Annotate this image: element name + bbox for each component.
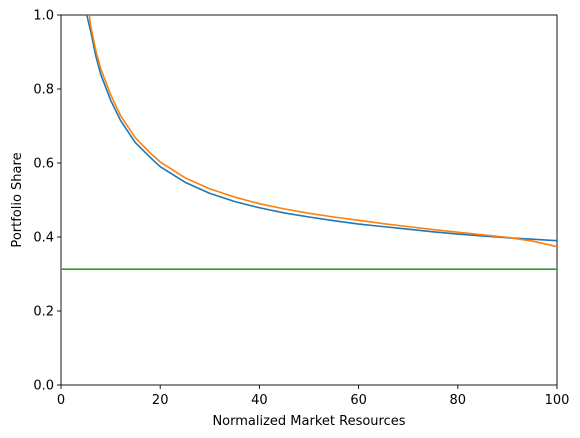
plot-frame	[60, 14, 558, 386]
y-tick-label: 0.6	[33, 157, 54, 172]
y-tick-label: 0.0	[33, 379, 54, 394]
y-tick-label: 0.2	[33, 305, 54, 320]
x-axis-ticks: 0 20 40 60 80 100	[57, 385, 570, 408]
x-tick-label: 40	[251, 393, 268, 408]
x-axis-label: Normalized Market Resources	[212, 414, 405, 429]
y-tick-label: 1.0	[33, 9, 54, 24]
x-tick-label: 0	[57, 393, 65, 408]
plot-area	[60, 14, 558, 386]
y-axis-label: Portfolio Share	[10, 152, 25, 247]
x-tick-label: 80	[450, 393, 467, 408]
x-tick-label: 60	[350, 393, 367, 408]
series-layer	[61, 15, 557, 270]
y-tick-label: 0.4	[33, 231, 54, 246]
series-line-1	[86, 15, 557, 242]
x-tick-label: 20	[152, 393, 169, 408]
y-tick-label: 0.8	[33, 83, 54, 98]
y-axis-ticks: 0.0 0.2 0.4 0.6 0.8 1.0	[33, 9, 61, 394]
series-line-2	[88, 15, 557, 248]
x-tick-label: 100	[545, 393, 570, 408]
